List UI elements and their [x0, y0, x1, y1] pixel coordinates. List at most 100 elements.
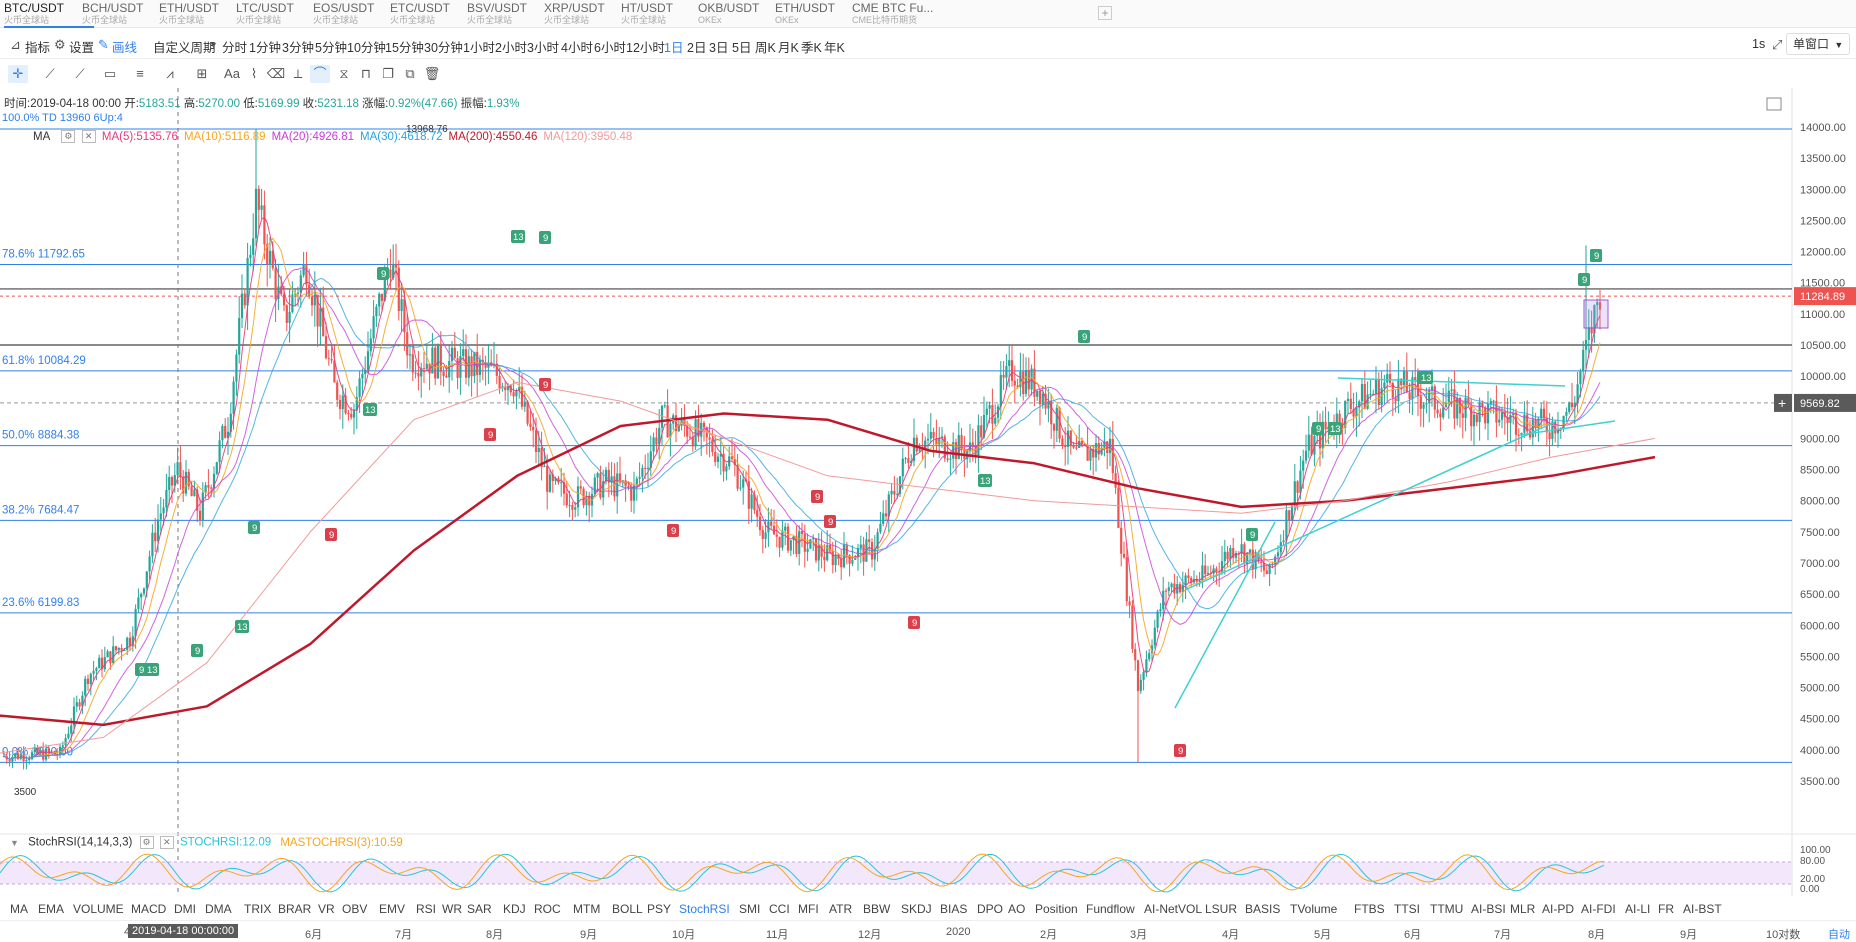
symbol-tab-4[interactable]: EOS/USDT 火币全球站 — [313, 0, 403, 28]
add-alert-plus-icon[interactable]: + — [1778, 395, 1786, 411]
period-0[interactable]: 分时 — [222, 41, 248, 55]
period-13[interactable]: 1日 — [664, 41, 684, 55]
chevron-down-icon[interactable]: ▼ — [209, 40, 218, 50]
indicator-tab-trix[interactable]: TRIX — [244, 902, 272, 916]
period-18[interactable]: 月K — [778, 41, 799, 55]
indicator-tab-lsur[interactable]: LSUR — [1205, 902, 1238, 916]
indicator-tab-boll[interactable]: BOLL — [612, 902, 643, 916]
symbol-tab-5[interactable]: ETC/USDT 火币全球站 — [390, 0, 480, 28]
indicator-tab-ai-bsi[interactable]: AI-BSI — [1471, 902, 1506, 916]
drawing-button[interactable]: 画线 — [112, 41, 138, 55]
trend-line-icon[interactable]: ⟋ — [45, 66, 55, 81]
period-15[interactable]: 3日 — [709, 41, 729, 55]
measure-icon[interactable]: ⧖ — [339, 66, 349, 81]
stochrsi-settings-icon[interactable]: ⚙ — [139, 836, 154, 849]
indicators-button[interactable]: 指标 — [25, 41, 51, 55]
refresh-interval[interactable]: 1s — [1752, 37, 1766, 51]
screenshot-icon[interactable] — [1766, 97, 1782, 111]
trend-line[interactable] — [1184, 421, 1556, 591]
period-11[interactable]: 6小时 — [594, 41, 626, 55]
period-1[interactable]: 1分钟 — [249, 41, 281, 55]
symbol-tab-6[interactable]: BSV/USDT 火币全球站 — [467, 0, 557, 28]
symbol-tab-3[interactable]: LTC/USDT 火币全球站 — [236, 0, 326, 28]
fullscreen-icon[interactable]: ⤢ — [1772, 37, 1783, 52]
indicator-tab-obv[interactable]: OBV — [342, 902, 368, 916]
indicator-tab-volume[interactable]: VOLUME — [73, 902, 124, 916]
indicator-tab-mfi[interactable]: MFI — [798, 902, 819, 916]
period-19[interactable]: 季K — [801, 41, 822, 55]
indicator-tab-ao[interactable]: AO — [1008, 902, 1026, 916]
symbol-tab-2[interactable]: ETH/USDT 火币全球站 — [159, 0, 249, 28]
symbol-tab-1[interactable]: BCH/USDT 火币全球站 — [82, 0, 172, 28]
indicator-tab-ttmu[interactable]: TTMU — [1430, 902, 1464, 916]
auto-scale-toggle[interactable]: 自动 — [1828, 929, 1850, 941]
td-sequential-label[interactable]: 100.0% TD 13960 6Up:4 — [2, 112, 123, 124]
indicator-tab-ttsi[interactable]: TTSI — [1394, 902, 1420, 916]
ma-label[interactable]: MA — [33, 130, 51, 143]
ma-settings-icon[interactable]: ⚙ — [61, 130, 76, 143]
ma-close-icon[interactable]: ✕ — [81, 130, 96, 143]
eraser-icon[interactable]: ⌫ — [266, 66, 286, 81]
indicator-tab-mtm[interactable]: MTM — [573, 902, 601, 916]
trend-line[interactable] — [1337, 377, 1566, 387]
indicator-tab-ema[interactable]: EMA — [38, 902, 65, 916]
indicator-tab-tvolume[interactable]: TVolume — [1290, 902, 1338, 916]
indicator-tab-ai-pd[interactable]: AI-PD — [1542, 902, 1575, 916]
indicator-tab-smi[interactable]: SMI — [739, 902, 761, 916]
period-3[interactable]: 5分钟 — [315, 41, 347, 55]
indicator-tab-dmi[interactable]: DMI — [174, 902, 196, 916]
collapse-chevron-icon[interactable]: ▼ — [10, 837, 19, 848]
indicator-tab-position[interactable]: Position — [1035, 902, 1078, 916]
indicator-tab-cci[interactable]: CCI — [769, 902, 790, 916]
indicator-tab-wr[interactable]: WR — [442, 902, 462, 916]
rectangle-icon[interactable]: ▭ — [103, 66, 117, 81]
period-17[interactable]: 周K — [755, 41, 776, 55]
indicator-tab-bbw[interactable]: BBW — [863, 902, 891, 916]
indicator-tab-bias[interactable]: BIAS — [940, 902, 968, 916]
multi-line-icon[interactable]: ⟋ — [75, 66, 85, 81]
delete-trash-icon[interactable]: 🗑 — [423, 66, 441, 81]
crosshair-icon[interactable]: ✛ — [8, 65, 28, 83]
indicator-tab-rsi[interactable]: RSI — [416, 902, 437, 916]
selection-box[interactable] — [1583, 299, 1609, 329]
indicator-tab-basis[interactable]: BASIS — [1245, 902, 1281, 916]
indicator-icon[interactable]: ⊿ — [10, 37, 21, 52]
indicator-tab-fr[interactable]: FR — [1658, 902, 1674, 916]
period-16[interactable]: 5日 — [732, 41, 752, 55]
indicator-tab-ai-netvol[interactable]: AI-NetVOL — [1144, 902, 1203, 916]
symbol-tab-8[interactable]: HT/USDT 火币全球站 — [621, 0, 711, 28]
period-20[interactable]: 年K — [824, 41, 845, 55]
indicator-tab-ftbs[interactable]: FTBS — [1354, 902, 1385, 916]
period-10[interactable]: 4小时 — [561, 41, 593, 55]
log-scale-toggle[interactable]: 10对数 — [1766, 929, 1801, 941]
text-tool-icon[interactable]: Aa — [224, 66, 240, 81]
indicator-tab-ai-bst[interactable]: AI-BST — [1683, 902, 1722, 916]
magnet-icon[interactable]: ⌒ — [310, 65, 330, 83]
indicator-tab-mlr[interactable]: MLR — [1510, 902, 1536, 916]
hide-icon[interactable]: ⧉ — [405, 66, 415, 81]
custom-period-dropdown[interactable]: 自定义周期 — [153, 41, 216, 55]
period-4[interactable]: 10分钟 — [347, 41, 386, 55]
period-6[interactable]: 30分钟 — [424, 41, 463, 55]
settings-button[interactable]: 设置 — [69, 41, 95, 55]
period-2[interactable]: 3分钟 — [282, 41, 314, 55]
grid-tool-icon[interactable]: ⊞ — [196, 66, 208, 81]
add-tab-button[interactable]: + — [1098, 6, 1112, 20]
indicator-tab-roc[interactable]: ROC — [534, 902, 561, 916]
indicator-tab-macd[interactable]: MACD — [131, 902, 167, 916]
period-9[interactable]: 3小时 — [527, 41, 559, 55]
pencil-icon[interactable]: ✎ — [98, 37, 109, 52]
copy-icon[interactable]: ❐ — [382, 66, 394, 81]
symbol-tab-10[interactable]: ETH/USDT OKEx — [775, 0, 865, 28]
period-8[interactable]: 2小时 — [495, 41, 527, 55]
add-alert-button-bg[interactable] — [1774, 393, 1792, 412]
symbol-tab-7[interactable]: XRP/USDT 火币全球站 — [544, 0, 634, 28]
symbol-tab-11[interactable]: CME BTC Fu... CME比特币期货 — [852, 0, 942, 28]
price-chart[interactable]: 14000.00 13500.00 13000.00 12500.00 12000.00… — [0, 88, 1856, 896]
trend-line[interactable] — [1174, 521, 1276, 709]
ruler-icon[interactable]: ⟂ — [293, 66, 303, 81]
stochrsi-close-icon[interactable]: ✕ — [159, 836, 174, 849]
stochrsi-label[interactable]: StochRSI(14,14,3,3) — [28, 836, 133, 849]
indicator-tab-dma[interactable]: DMA — [205, 902, 232, 916]
period-7[interactable]: 1小时 — [463, 41, 495, 55]
